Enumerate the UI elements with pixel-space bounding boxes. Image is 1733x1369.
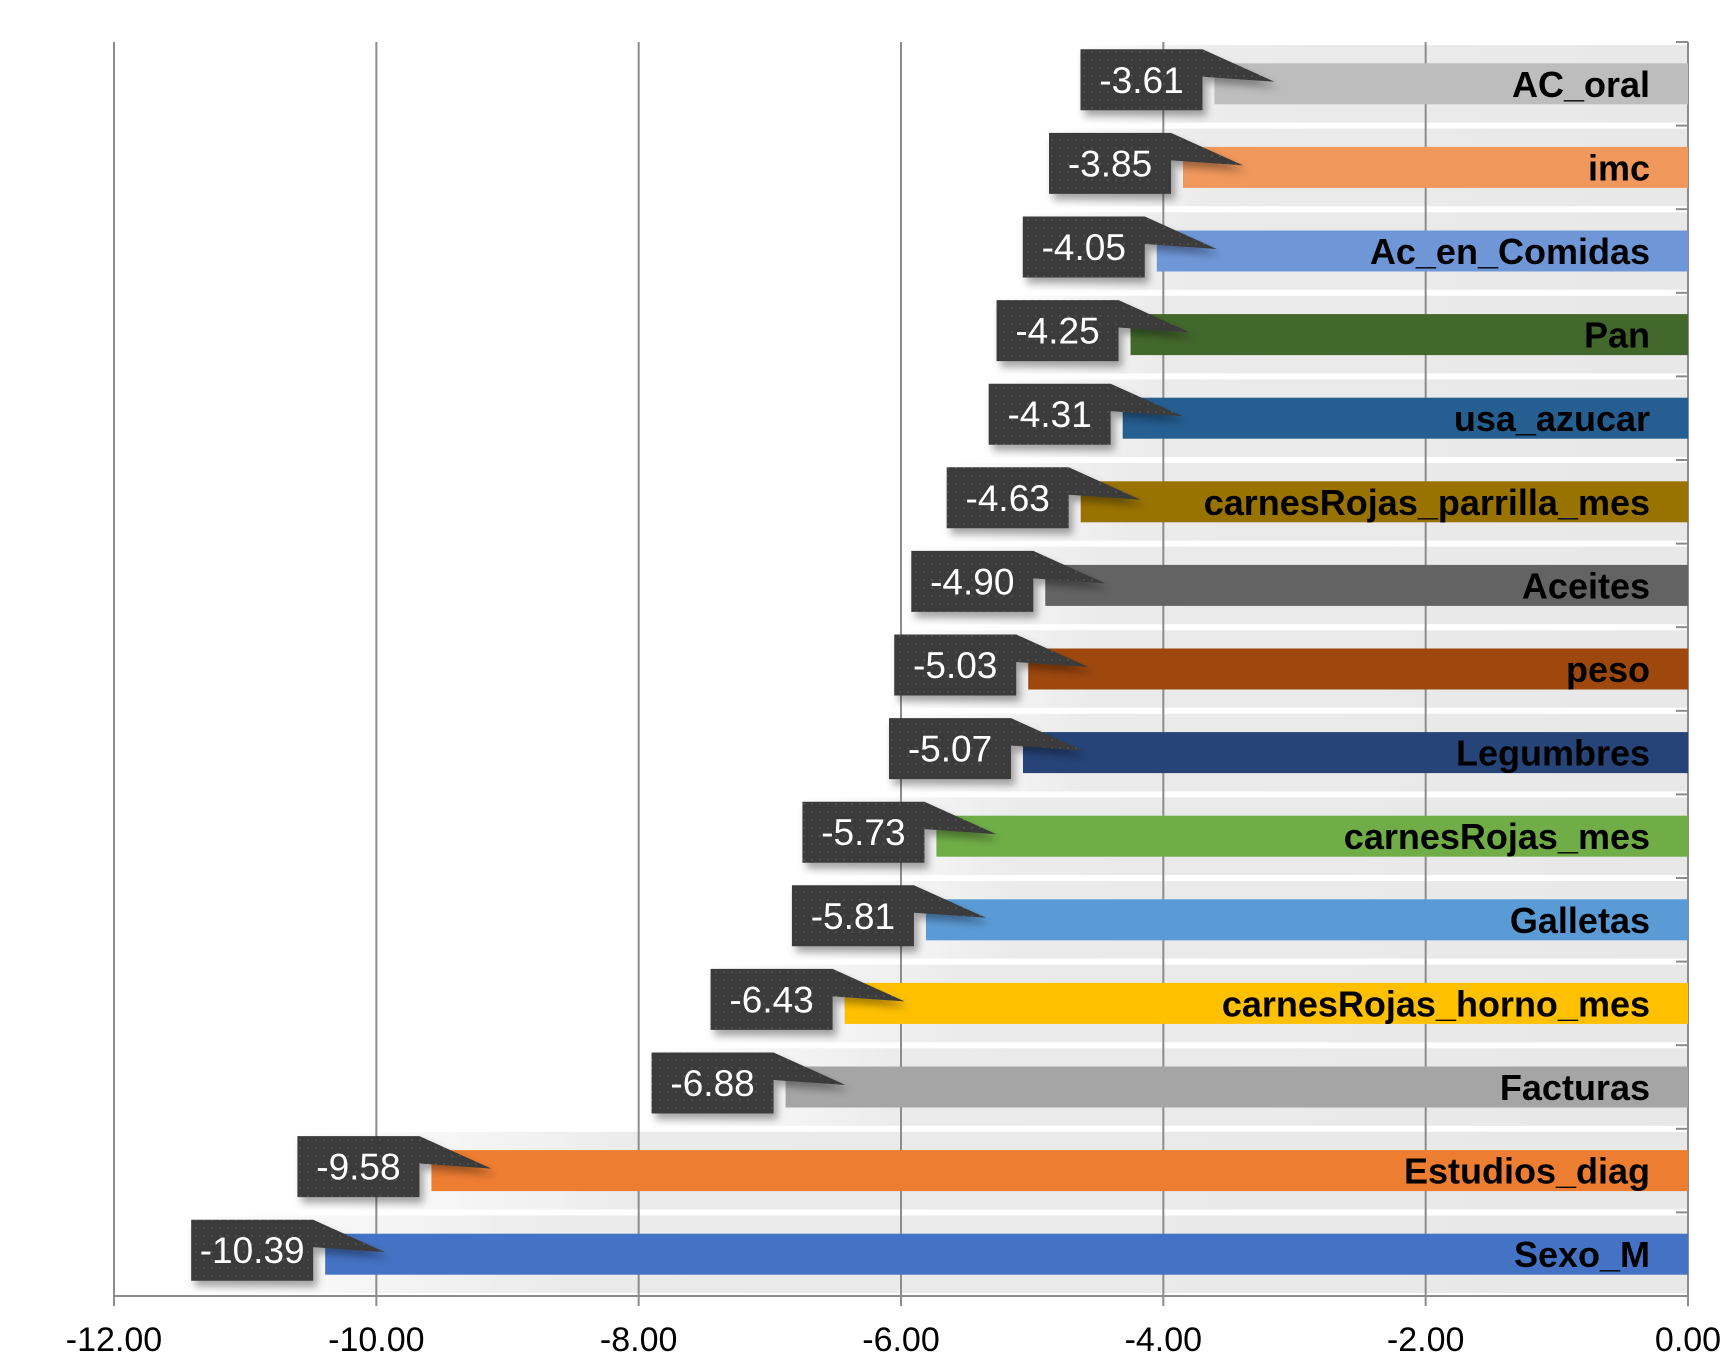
- callout-box: [710, 968, 905, 1030]
- category-label: carnesRojas_mes: [1344, 816, 1650, 857]
- x-tick-label: -10.00: [328, 1321, 424, 1359]
- callout-box: [802, 801, 997, 863]
- data-label-callout: [996, 300, 1191, 362]
- bar-peso: [1028, 648, 1688, 690]
- data-label-callout: [297, 1136, 492, 1198]
- data-label-callout: [894, 634, 1089, 696]
- data-label-callout: [710, 968, 905, 1030]
- x-tick-label: -12.00: [66, 1321, 162, 1359]
- category-label: usa_azucar: [1454, 398, 1650, 439]
- callout-box: [191, 1219, 386, 1281]
- bar-Galletas: [925, 899, 1688, 941]
- data-label-callout: [1080, 49, 1275, 111]
- bar-imc: [1183, 146, 1688, 188]
- category-label: carnesRojas_horno_mes: [1222, 983, 1650, 1024]
- x-tick-label: -6.00: [862, 1321, 940, 1359]
- data-label-callout: [191, 1219, 386, 1281]
- category-label: Pan: [1584, 315, 1650, 356]
- callout-box: [1022, 216, 1217, 278]
- callout-box: [1049, 132, 1244, 194]
- bar-Facturas: [785, 1066, 1688, 1108]
- data-label: -6.88: [670, 1063, 754, 1104]
- bar-Legumbres: [1022, 732, 1688, 774]
- callout-box: [297, 1136, 492, 1198]
- category-label: Ac_en_Comidas: [1370, 231, 1650, 272]
- data-label: -5.81: [811, 896, 895, 937]
- callout-box: [791, 885, 986, 947]
- callout-box: [946, 467, 1141, 529]
- data-label: -3.61: [1099, 60, 1183, 101]
- bar-Estudios_diag: [431, 1150, 1688, 1192]
- category-label: Galletas: [1510, 900, 1650, 941]
- data-label: -5.73: [821, 812, 905, 853]
- data-label: -4.90: [930, 561, 1014, 602]
- data-label-callout: [946, 467, 1141, 529]
- callout-box: [911, 550, 1106, 612]
- bar-usa_azucar: [1122, 397, 1688, 439]
- category-label: peso: [1566, 649, 1650, 690]
- data-label: -4.25: [1015, 311, 1099, 352]
- data-label: -9.58: [316, 1147, 400, 1188]
- data-label: -6.43: [729, 979, 813, 1020]
- data-labels: -3.61 -3.85 -4.05 -4.25 -4.31 -4.63 -4.90 -5.03…: [191, 49, 1275, 1281]
- callout-box: [988, 383, 1183, 445]
- bar-AC_oral: [1214, 63, 1688, 105]
- data-label-callout: [1049, 132, 1244, 194]
- bar-Sexo_M: [325, 1233, 1688, 1275]
- x-tick-label: -4.00: [1125, 1321, 1203, 1359]
- data-label-callout: [1022, 216, 1217, 278]
- data-label-callout: [802, 801, 997, 863]
- data-label: -5.03: [913, 645, 997, 686]
- data-label: -4.05: [1042, 227, 1126, 268]
- category-label: Facturas: [1500, 1067, 1650, 1108]
- data-label-callout: [911, 550, 1106, 612]
- x-axis-ticks: -12.00 -10.00 -8.00 -6.00 -4.00 -2.00 0.00: [66, 1321, 1721, 1359]
- x-tick-label: -2.00: [1387, 1321, 1465, 1359]
- x-tick-label: 0.00: [1655, 1321, 1721, 1359]
- category-label: Sexo_M: [1514, 1234, 1650, 1275]
- bar-Aceites: [1045, 564, 1688, 606]
- data-label: -3.85: [1068, 143, 1152, 184]
- bar-carnesRojas_horno_mes: [844, 982, 1688, 1024]
- data-label: -10.39: [200, 1230, 305, 1271]
- category-label: Estudios_diag: [1404, 1151, 1650, 1192]
- category-label: AC_oral: [1512, 64, 1650, 105]
- callout-box: [888, 718, 1083, 780]
- x-tick-label: -8.00: [600, 1321, 678, 1359]
- category-label: Aceites: [1522, 565, 1650, 606]
- bar-Ac_en_Comidas: [1156, 230, 1688, 272]
- data-label: -4.31: [1007, 394, 1091, 435]
- category-label: carnesRojas_parrilla_mes: [1204, 482, 1650, 523]
- callout-box: [651, 1052, 846, 1114]
- data-label-callout: [651, 1052, 846, 1114]
- category-label: imc: [1588, 147, 1650, 188]
- callout-box: [996, 300, 1191, 362]
- data-label: -5.07: [908, 729, 992, 770]
- data-label-callout: [888, 718, 1083, 780]
- bar-carnesRojas_mes: [936, 815, 1688, 857]
- data-label: -4.63: [966, 478, 1050, 519]
- data-label-callout: [988, 383, 1183, 445]
- callout-box: [894, 634, 1089, 696]
- bar-carnesRojas_parrilla_mes: [1080, 481, 1688, 523]
- bar-Pan: [1130, 314, 1688, 356]
- data-label-callout: [791, 885, 986, 947]
- category-label: Legumbres: [1456, 733, 1650, 774]
- callout-box: [1080, 49, 1275, 111]
